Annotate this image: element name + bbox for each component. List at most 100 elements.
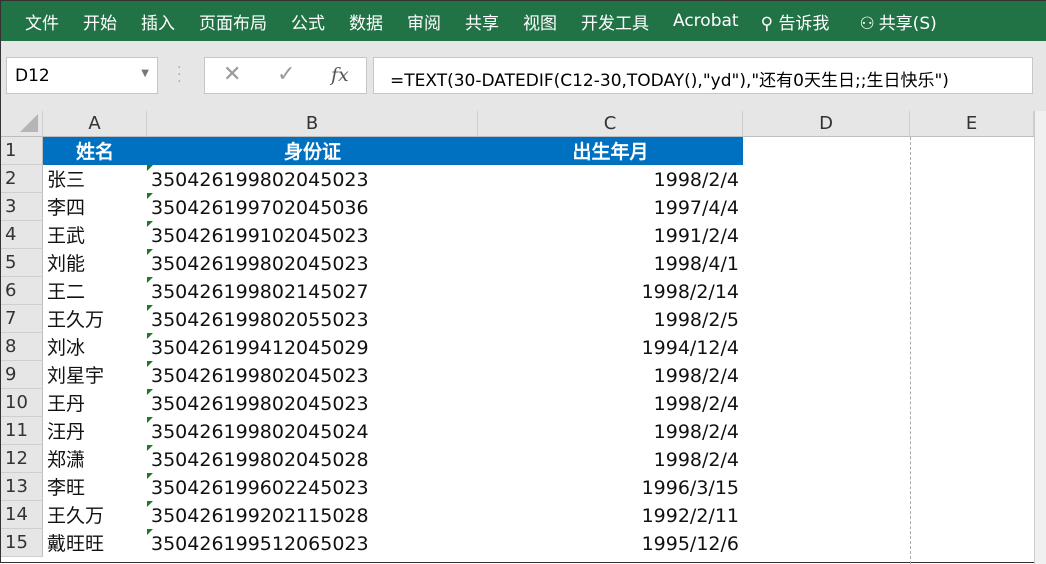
ribbon-tab[interactable]: 视图 bbox=[523, 13, 557, 34]
cell-id-value: 350426199702045036 bbox=[151, 197, 369, 219]
name-box[interactable]: D12 ▼ bbox=[6, 57, 158, 94]
cell-name[interactable]: 王武 bbox=[47, 225, 86, 247]
row-header[interactable]: 4 bbox=[1, 221, 43, 249]
formula-input[interactable]: =TEXT(30-DATEDIF(C12-30,TODAY(),"yd"),"还… bbox=[373, 57, 1033, 94]
name-box-value: D12 bbox=[15, 66, 50, 86]
cell-id[interactable]: 350426199602245023 bbox=[147, 473, 478, 501]
cell-birthdate[interactable]: 1994/12/4 bbox=[641, 337, 739, 359]
row-header[interactable]: 6 bbox=[1, 277, 43, 305]
cell-birthdate[interactable]: 1998/4/1 bbox=[653, 253, 739, 275]
share-label: 共享(S) bbox=[878, 13, 937, 34]
ribbon-tab[interactable]: 共享 bbox=[465, 13, 499, 34]
cell-name[interactable]: 刘星宇 bbox=[47, 365, 105, 387]
ribbon-tab[interactable]: 页面布局 bbox=[199, 13, 267, 34]
cell-birthdate[interactable]: 1998/2/4 bbox=[653, 393, 739, 415]
row-header[interactable]: 10 bbox=[1, 389, 43, 417]
cell-birthdate[interactable]: 1995/12/6 bbox=[641, 533, 739, 555]
cell-birthdate[interactable]: 1998/2/5 bbox=[653, 309, 739, 331]
error-indicator-icon bbox=[147, 193, 153, 199]
cell-id[interactable]: 350426199802045024 bbox=[147, 417, 478, 445]
cell-birthdate[interactable]: 1997/4/4 bbox=[653, 197, 739, 219]
vertical-scrollbar[interactable] bbox=[1034, 111, 1046, 564]
row-header[interactable]: 2 bbox=[1, 165, 43, 193]
row-header[interactable]: 12 bbox=[1, 445, 43, 473]
cell-id[interactable]: 350426199802055023 bbox=[147, 305, 478, 333]
cell-id[interactable]: 350426199802045023 bbox=[147, 389, 478, 417]
tell-me-button[interactable]: ⚲ 告诉我 bbox=[761, 9, 830, 34]
row-header[interactable]: 13 bbox=[1, 473, 43, 501]
cell-birthdate[interactable]: 1998/2/4 bbox=[653, 365, 739, 387]
cell-id[interactable]: 350426199802045023 bbox=[147, 249, 478, 277]
cell-name[interactable]: 李四 bbox=[47, 197, 86, 219]
ribbon-tab[interactable]: 插入 bbox=[141, 13, 175, 34]
cell-name[interactable]: 王久万 bbox=[47, 309, 105, 331]
column-header-B[interactable]: B bbox=[147, 111, 478, 137]
cell-birthdate[interactable]: 1991/2/4 bbox=[653, 225, 739, 247]
cell-birthdate[interactable]: 出生年月 bbox=[478, 137, 743, 165]
cell-name[interactable]: 王二 bbox=[47, 281, 86, 303]
cell-id[interactable]: 350426199202115028 bbox=[147, 501, 478, 529]
fx-icon[interactable]: fx bbox=[331, 64, 349, 86]
cell-birthdate[interactable]: 1998/2/4 bbox=[653, 449, 739, 471]
ribbon-tab[interactable]: 开发工具 bbox=[581, 13, 649, 34]
cell-id[interactable]: 350426199102045023 bbox=[147, 221, 478, 249]
table-row: 6 王二 350426199802145027 1998/2/14 bbox=[1, 277, 1034, 305]
ribbon-tab[interactable]: Acrobat bbox=[673, 11, 739, 31]
cancel-icon[interactable]: ✕ bbox=[223, 62, 242, 87]
cell-birthdate[interactable]: 1992/2/11 bbox=[641, 505, 739, 527]
ribbon-tab[interactable]: 文件 bbox=[25, 13, 59, 34]
cell-id[interactable]: 350426199802045023 bbox=[147, 361, 478, 389]
error-indicator-icon bbox=[147, 249, 153, 255]
row-header[interactable]: 8 bbox=[1, 333, 43, 361]
column-header-E[interactable]: E bbox=[910, 111, 1034, 137]
table-row: 10 王丹 350426199802045023 1998/2/4 bbox=[1, 389, 1034, 417]
cell-birthdate[interactable]: 1996/3/15 bbox=[641, 477, 739, 499]
row-header[interactable]: 11 bbox=[1, 417, 43, 445]
ribbon-tab[interactable]: 开始 bbox=[83, 13, 117, 34]
cell-birthdate[interactable]: 1998/2/4 bbox=[653, 421, 739, 443]
cell-id[interactable]: 350426199412045029 bbox=[147, 333, 478, 361]
column-header-C[interactable]: C bbox=[478, 111, 743, 137]
share-button[interactable]: ⚇ 共享(S) bbox=[859, 9, 936, 34]
ribbon-tab[interactable]: 数据 bbox=[349, 13, 383, 34]
cell-name[interactable]: 戴旺旺 bbox=[47, 533, 105, 555]
cell-id[interactable]: 350426199802145027 bbox=[147, 277, 478, 305]
row-header[interactable]: 15 bbox=[1, 529, 43, 557]
cell-id[interactable]: 350426199702045036 bbox=[147, 193, 478, 221]
cell-name[interactable]: 刘冰 bbox=[47, 337, 86, 359]
column-header-D[interactable]: D bbox=[743, 111, 910, 137]
cell-birthdate[interactable]: 1998/2/4 bbox=[653, 169, 739, 191]
row-header[interactable]: 9 bbox=[1, 361, 43, 389]
select-all-button[interactable] bbox=[1, 111, 43, 137]
ribbon-tab[interactable]: 审阅 bbox=[407, 13, 441, 34]
page-break-line bbox=[910, 137, 911, 564]
ribbon-tab[interactable]: 公式 bbox=[291, 13, 325, 34]
cell-name[interactable]: 王丹 bbox=[47, 393, 86, 415]
search-icon: ⚲ bbox=[760, 13, 774, 34]
row-header[interactable]: 1 bbox=[1, 137, 43, 165]
enter-icon[interactable]: ✓ bbox=[277, 62, 296, 87]
cell-name[interactable]: 郑潇 bbox=[47, 449, 86, 471]
row-header[interactable]: 7 bbox=[1, 305, 43, 333]
cell-name[interactable]: 汪丹 bbox=[47, 421, 86, 443]
row-header[interactable]: 5 bbox=[1, 249, 43, 277]
row-header[interactable]: 14 bbox=[1, 501, 43, 529]
row-header[interactable]: 3 bbox=[1, 193, 43, 221]
cell-name[interactable]: 刘能 bbox=[47, 253, 86, 275]
grip-icon: · · · bbox=[177, 60, 182, 90]
cell-name[interactable]: 张三 bbox=[47, 169, 86, 191]
cell-id-value: 350426199802045023 bbox=[151, 169, 369, 191]
chevron-down-icon[interactable]: ▼ bbox=[141, 68, 149, 79]
cell-id[interactable]: 350426199802045023 bbox=[147, 165, 478, 193]
cell-id[interactable]: 350426199512065023 bbox=[147, 529, 478, 557]
error-indicator-icon bbox=[147, 529, 153, 535]
cell-id[interactable]: 350426199802045028 bbox=[147, 445, 478, 473]
cell-name[interactable]: 王久万 bbox=[47, 505, 105, 527]
column-header-A[interactable]: A bbox=[43, 111, 147, 137]
cell-name[interactable]: 姓名 bbox=[43, 137, 147, 165]
cell-name[interactable]: 李旺 bbox=[47, 477, 86, 499]
error-indicator-icon bbox=[147, 277, 153, 283]
cell-id[interactable]: 身份证 bbox=[147, 137, 478, 165]
cell-birthdate[interactable]: 1998/2/14 bbox=[641, 281, 739, 303]
error-indicator-icon bbox=[147, 305, 153, 311]
